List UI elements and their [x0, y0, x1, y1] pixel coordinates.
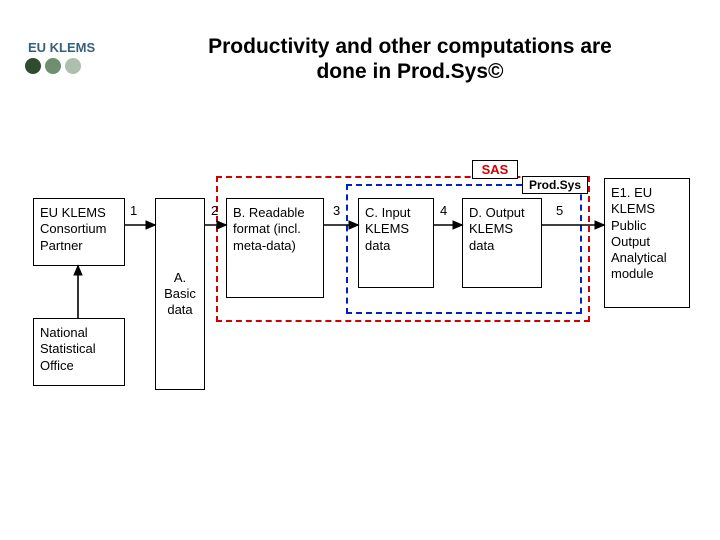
node-label-basic: A. Basicdata — [162, 270, 198, 319]
node-nso: NationalStatisticalOffice — [33, 318, 125, 386]
edge-label-2: 2 — [211, 203, 218, 218]
edge-label-4: 4 — [440, 203, 447, 218]
node-readable: B. Readableformat (incl.meta-data) — [226, 198, 324, 298]
node-doutput: D. OutputKLEMSdata — [462, 198, 542, 288]
logo-dot-1 — [45, 58, 61, 74]
node-label-consortium: EU KLEMSConsortiumPartner — [40, 205, 106, 253]
logo-text: EU KLEMS — [28, 40, 95, 55]
node-label-doutput: D. OutputKLEMSdata — [469, 205, 525, 253]
edge-label-1: 1 — [130, 203, 137, 218]
node-cinput: C. InputKLEMSdata — [358, 198, 434, 288]
node-consortium: EU KLEMSConsortiumPartner — [33, 198, 125, 266]
node-label-cinput: C. InputKLEMSdata — [365, 205, 411, 253]
logo-dot-2 — [65, 58, 81, 74]
edge-label-5: 5 — [556, 203, 563, 218]
logo-dot-0 — [25, 58, 41, 74]
node-label-e1: E1. EUKLEMSPublicOutputAnalyticalmodule — [611, 185, 667, 281]
edge-label-3: 3 — [333, 203, 340, 218]
tag-sas: SAS — [472, 160, 518, 179]
node-e1: E1. EUKLEMSPublicOutputAnalyticalmodule — [604, 178, 690, 308]
tag-prodsys: Prod.Sys — [522, 176, 588, 194]
node-label-readable: B. Readableformat (incl.meta-data) — [233, 205, 305, 253]
node-basic: A. Basicdata — [155, 198, 205, 390]
node-label-nso: NationalStatisticalOffice — [40, 325, 96, 373]
page-title: Productivity and other computations ared… — [130, 34, 690, 84]
